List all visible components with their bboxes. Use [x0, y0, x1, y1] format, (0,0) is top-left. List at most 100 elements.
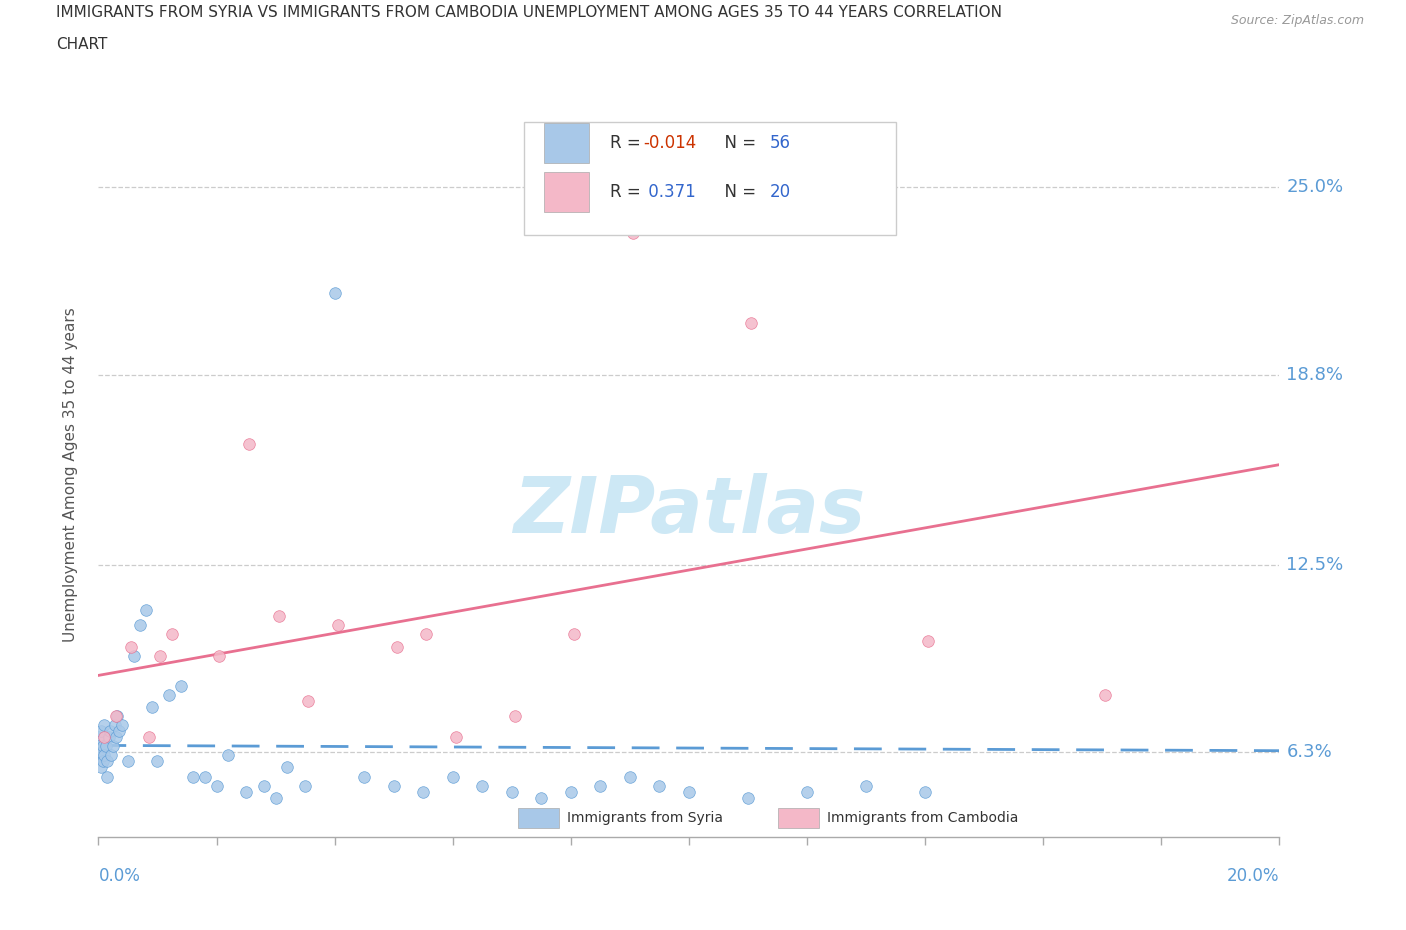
Point	[238, 437, 260, 452]
Text: 12.5%: 12.5%	[1286, 556, 1344, 574]
Point	[105, 730, 128, 745]
Point	[737, 790, 759, 805]
Text: Source: ZipAtlas.com: Source: ZipAtlas.com	[1230, 14, 1364, 27]
Point	[235, 784, 257, 799]
Point	[471, 778, 494, 793]
Point	[1094, 687, 1116, 702]
Text: 18.8%: 18.8%	[1286, 365, 1344, 383]
Point	[205, 778, 228, 793]
Point	[181, 769, 204, 784]
Point	[855, 778, 877, 793]
Point	[382, 778, 405, 793]
Point	[740, 316, 762, 331]
Point	[87, 738, 110, 753]
Text: N =: N =	[714, 134, 761, 152]
Text: IMMIGRANTS FROM SYRIA VS IMMIGRANTS FROM CAMBODIA UNEMPLOYMENT AMONG AGES 35 TO : IMMIGRANTS FROM SYRIA VS IMMIGRANTS FROM…	[56, 5, 1002, 20]
Point	[98, 730, 121, 745]
Point	[297, 694, 319, 709]
Point	[326, 618, 349, 633]
FancyBboxPatch shape	[544, 172, 589, 212]
Text: R =: R =	[610, 134, 645, 152]
Point	[122, 648, 145, 663]
Point	[560, 784, 582, 799]
Text: 6.3%: 6.3%	[1286, 743, 1333, 762]
Point	[170, 679, 193, 694]
Point	[149, 648, 172, 663]
Point	[108, 724, 131, 738]
FancyBboxPatch shape	[517, 808, 560, 829]
Point	[621, 225, 644, 240]
Y-axis label: Unemployment Among Ages 35 to 44 years: Unemployment Among Ages 35 to 44 years	[63, 307, 77, 642]
Point	[503, 709, 526, 724]
Point	[103, 738, 125, 753]
Point	[276, 760, 298, 775]
Text: 0.0%: 0.0%	[98, 867, 141, 884]
Point	[146, 754, 169, 769]
Text: Immigrants from Cambodia: Immigrants from Cambodia	[827, 811, 1018, 825]
Text: 56: 56	[769, 134, 790, 152]
Point	[530, 790, 553, 805]
Point	[796, 784, 818, 799]
Point	[444, 730, 467, 745]
Point	[111, 718, 134, 733]
Point	[117, 754, 139, 769]
Point	[90, 724, 112, 738]
Point	[385, 639, 408, 654]
Point	[98, 724, 121, 738]
Point	[194, 769, 217, 784]
Point	[87, 730, 110, 745]
Point	[96, 769, 118, 784]
Point	[93, 730, 115, 745]
Point	[90, 745, 112, 760]
Point	[91, 754, 114, 769]
Point	[208, 648, 231, 663]
Point	[412, 784, 434, 799]
Text: R =: R =	[610, 183, 645, 202]
Point	[128, 618, 150, 633]
Text: N =: N =	[714, 183, 761, 202]
Point	[157, 687, 180, 702]
Point	[135, 603, 157, 618]
Point	[87, 748, 110, 763]
FancyBboxPatch shape	[523, 123, 896, 235]
FancyBboxPatch shape	[544, 123, 589, 163]
Point	[589, 778, 612, 793]
Point	[91, 738, 114, 753]
Point	[501, 784, 523, 799]
Point	[104, 718, 127, 733]
Point	[96, 754, 118, 769]
Text: ZIPatlas: ZIPatlas	[513, 472, 865, 549]
Point	[619, 769, 641, 784]
Text: CHART: CHART	[56, 37, 108, 52]
Point	[648, 778, 671, 793]
Text: 20: 20	[769, 183, 790, 202]
Point	[415, 627, 437, 642]
Point	[141, 699, 163, 714]
Point	[562, 627, 585, 642]
Point	[678, 784, 700, 799]
Point	[138, 730, 160, 745]
Point	[441, 769, 464, 784]
Point	[353, 769, 375, 784]
Point	[323, 286, 346, 300]
Point	[100, 748, 122, 763]
Point	[294, 778, 316, 793]
Point	[93, 748, 115, 763]
Point	[253, 778, 276, 793]
Point	[93, 718, 115, 733]
Point	[267, 609, 290, 624]
Point	[264, 790, 287, 805]
Text: -0.014: -0.014	[643, 134, 696, 152]
Point	[120, 639, 142, 654]
Point	[914, 784, 936, 799]
Point	[105, 709, 128, 724]
FancyBboxPatch shape	[778, 808, 818, 829]
Text: 0.371: 0.371	[643, 183, 696, 202]
Point	[917, 633, 939, 648]
Point	[162, 627, 183, 642]
Point	[217, 748, 239, 763]
Point	[94, 738, 117, 753]
Text: 25.0%: 25.0%	[1286, 179, 1344, 196]
Point	[90, 760, 112, 775]
Text: 20.0%: 20.0%	[1227, 867, 1279, 884]
